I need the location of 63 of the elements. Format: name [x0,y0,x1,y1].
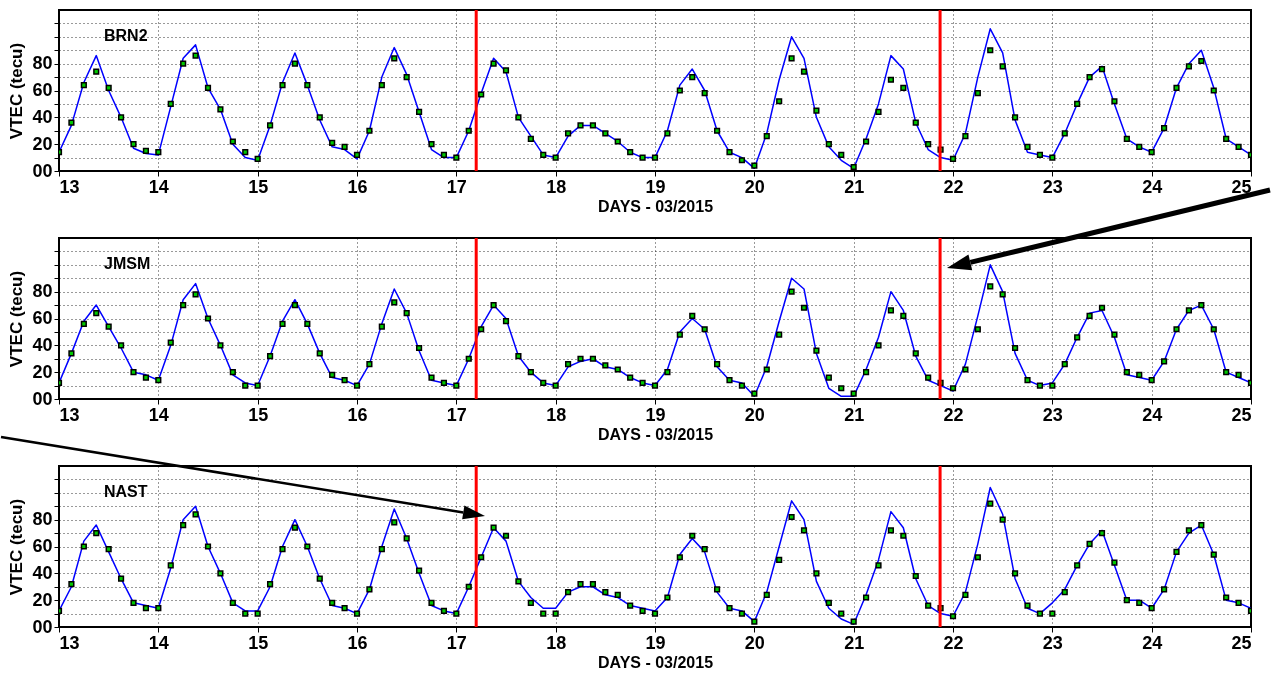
x-tick-label: 21 [844,632,865,653]
y-tick-label: 40 [32,106,53,127]
x-tick-label: 16 [347,176,368,197]
y-tick-label: 80 [32,509,53,530]
x-tick-label: 20 [744,404,765,425]
x-tick-label: 13 [59,404,80,425]
x-tick-label: 23 [1042,176,1063,197]
y-tick-label: 60 [32,308,53,328]
x-tick-label: 13 [59,632,80,653]
x-tick-label: 23 [1042,404,1063,425]
x-tick-label: 18 [546,632,567,653]
x-tick-label: 14 [148,176,169,197]
x-tick-label: 24 [1142,176,1163,197]
y-axis-title: VTEC (tecu) [7,42,27,140]
x-tick-label: 24 [1142,632,1163,653]
x-tick-label: 20 [744,176,765,197]
x-tick-label: 24 [1142,404,1163,425]
y-tick-label: 80 [32,281,53,302]
y-tick-label: 40 [32,562,53,583]
annotation: JMSM [104,255,151,272]
x-tick-label: 17 [446,176,467,197]
x-tick-label: 17 [446,404,467,425]
y-tick-label: 60 [32,536,53,556]
x-tick-label: 19 [645,404,666,425]
x-tick-label: 14 [148,632,169,653]
x-tick-label: 19 [645,176,666,197]
x-tick-label: 20 [744,632,765,653]
y-axis-title: VTEC (tecu) [7,270,27,368]
x-tick-label: 17 [446,632,467,653]
x-tick-label: 22 [943,176,964,197]
x-tick-label: 21 [844,404,865,425]
x-tick-label: 16 [347,632,368,653]
y-tick-label: 60 [32,80,53,100]
x-tick-label: 13 [59,176,80,197]
x-tick-label: 18 [546,176,567,197]
x-tick-label: 25 [1231,404,1252,425]
x-tick-label: 21 [844,176,865,197]
x-tick-label: 22 [943,632,964,653]
annotation: BRN2 [104,27,148,44]
y-tick-label: 00 [32,388,53,409]
y-tick-label: 20 [32,589,53,610]
x-tick-label: 15 [248,404,269,425]
annotation: NAST [104,483,148,500]
y-tick-label: 40 [32,334,53,355]
y-tick-label: 80 [32,53,53,74]
x-axis-title: DAYS - 03/2015 [597,425,714,443]
x-tick-label: 15 [248,632,269,653]
x-tick-label: 16 [347,404,368,425]
x-tick-label: 15 [248,176,269,197]
y-tick-label: 00 [32,616,53,637]
x-tick-label: 18 [546,404,567,425]
x-axis-title: DAYS - 03/2015 [597,197,714,215]
x-tick-label: 22 [943,404,964,425]
x-tick-label: 25 [1231,632,1252,653]
x-tick-label: 25 [1231,176,1252,197]
x-tick-label: 14 [148,404,169,425]
y-axis-title: VTEC (tecu) [7,498,27,596]
y-tick-label: 00 [32,160,53,181]
x-tick-label: 23 [1042,632,1063,653]
x-tick-label: 19 [645,632,666,653]
y-tick-label: 20 [32,361,53,382]
x-axis-title: DAYS - 03/2015 [597,653,714,671]
y-tick-label: 20 [32,133,53,154]
